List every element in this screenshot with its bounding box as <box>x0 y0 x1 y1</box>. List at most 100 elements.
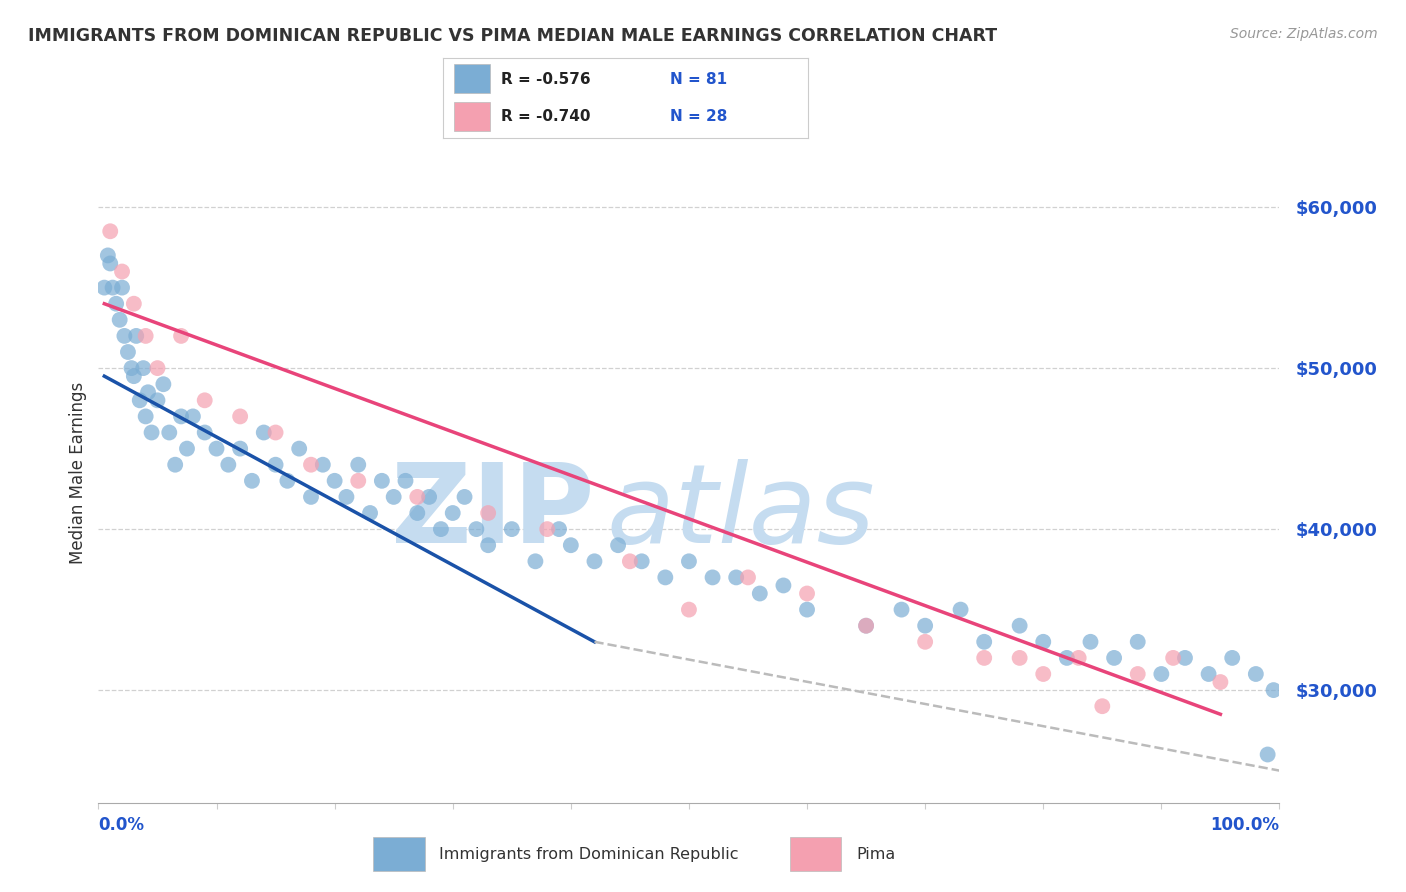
Point <box>347 474 370 488</box>
Point <box>453 490 475 504</box>
Point <box>141 425 163 440</box>
Text: Pima: Pima <box>856 847 896 862</box>
Point <box>1008 651 1031 665</box>
Point <box>323 474 346 488</box>
Text: 100.0%: 100.0% <box>1211 816 1279 834</box>
Point <box>1091 699 1114 714</box>
Point <box>855 618 877 632</box>
Point <box>299 490 322 504</box>
Point <box>205 442 228 456</box>
Point <box>477 506 499 520</box>
Text: N = 28: N = 28 <box>669 109 727 124</box>
FancyBboxPatch shape <box>790 837 841 871</box>
Point <box>524 554 547 568</box>
Point <box>418 490 440 504</box>
Point <box>105 296 128 310</box>
FancyBboxPatch shape <box>374 837 425 871</box>
Point <box>176 442 198 456</box>
Text: R = -0.576: R = -0.576 <box>502 72 591 87</box>
Point <box>108 313 131 327</box>
Point <box>136 385 159 400</box>
Point <box>217 458 239 472</box>
Point <box>583 554 606 568</box>
Text: N = 81: N = 81 <box>669 72 727 87</box>
Point <box>122 369 145 384</box>
Point <box>101 280 124 294</box>
Point <box>1220 651 1243 665</box>
Point <box>973 635 995 649</box>
Point <box>194 425 217 440</box>
Point <box>725 570 748 584</box>
Text: atlas: atlas <box>606 458 875 566</box>
Point <box>165 458 187 472</box>
Point <box>240 474 263 488</box>
Point <box>135 329 157 343</box>
Point <box>914 618 936 632</box>
Point <box>796 586 818 600</box>
Point <box>1150 667 1173 681</box>
Point <box>97 248 120 262</box>
Text: Source: ZipAtlas.com: Source: ZipAtlas.com <box>1230 27 1378 41</box>
Point <box>536 522 558 536</box>
Point <box>194 393 217 408</box>
Point <box>111 264 134 278</box>
Text: ZIP: ZIP <box>391 458 595 566</box>
Point <box>146 361 169 376</box>
Point <box>737 570 759 584</box>
Point <box>560 538 582 552</box>
Point <box>855 618 877 632</box>
FancyBboxPatch shape <box>454 64 491 94</box>
Point <box>619 554 641 568</box>
Point <box>264 458 287 472</box>
Point <box>288 442 311 456</box>
Point <box>128 393 150 408</box>
Point <box>1209 675 1232 690</box>
Point <box>501 522 523 536</box>
Point <box>111 280 134 294</box>
Point <box>170 329 193 343</box>
Point <box>359 506 381 520</box>
Point <box>1198 667 1220 681</box>
Point <box>949 602 972 616</box>
Point <box>406 490 429 504</box>
FancyBboxPatch shape <box>454 103 491 131</box>
Point <box>117 345 139 359</box>
Point <box>276 474 298 488</box>
Point <box>347 458 370 472</box>
Point <box>1032 635 1054 649</box>
Point <box>125 329 148 343</box>
Point <box>170 409 193 424</box>
Point <box>678 554 700 568</box>
Point <box>406 506 429 520</box>
Point <box>371 474 394 488</box>
Point <box>607 538 630 552</box>
Point <box>312 458 335 472</box>
Y-axis label: Median Male Earnings: Median Male Earnings <box>69 382 87 564</box>
Text: IMMIGRANTS FROM DOMINICAN REPUBLIC VS PIMA MEDIAN MALE EARNINGS CORRELATION CHAR: IMMIGRANTS FROM DOMINICAN REPUBLIC VS PI… <box>28 27 997 45</box>
Point <box>382 490 405 504</box>
Point <box>465 522 488 536</box>
Point <box>1174 651 1197 665</box>
Point <box>477 538 499 552</box>
Point <box>1008 618 1031 632</box>
Point <box>654 570 676 584</box>
Point <box>1032 667 1054 681</box>
Point <box>430 522 453 536</box>
Point <box>1257 747 1279 762</box>
Point <box>229 442 252 456</box>
Text: R = -0.740: R = -0.740 <box>502 109 591 124</box>
Point <box>335 490 357 504</box>
Point <box>394 474 416 488</box>
Point <box>299 458 322 472</box>
Point <box>973 651 995 665</box>
Point <box>702 570 724 584</box>
Point <box>1102 651 1125 665</box>
Point <box>1244 667 1267 681</box>
Point <box>678 602 700 616</box>
Point <box>152 377 174 392</box>
Point <box>93 280 115 294</box>
Point <box>1067 651 1090 665</box>
Point <box>98 256 121 270</box>
Point <box>146 393 169 408</box>
Point <box>253 425 276 440</box>
